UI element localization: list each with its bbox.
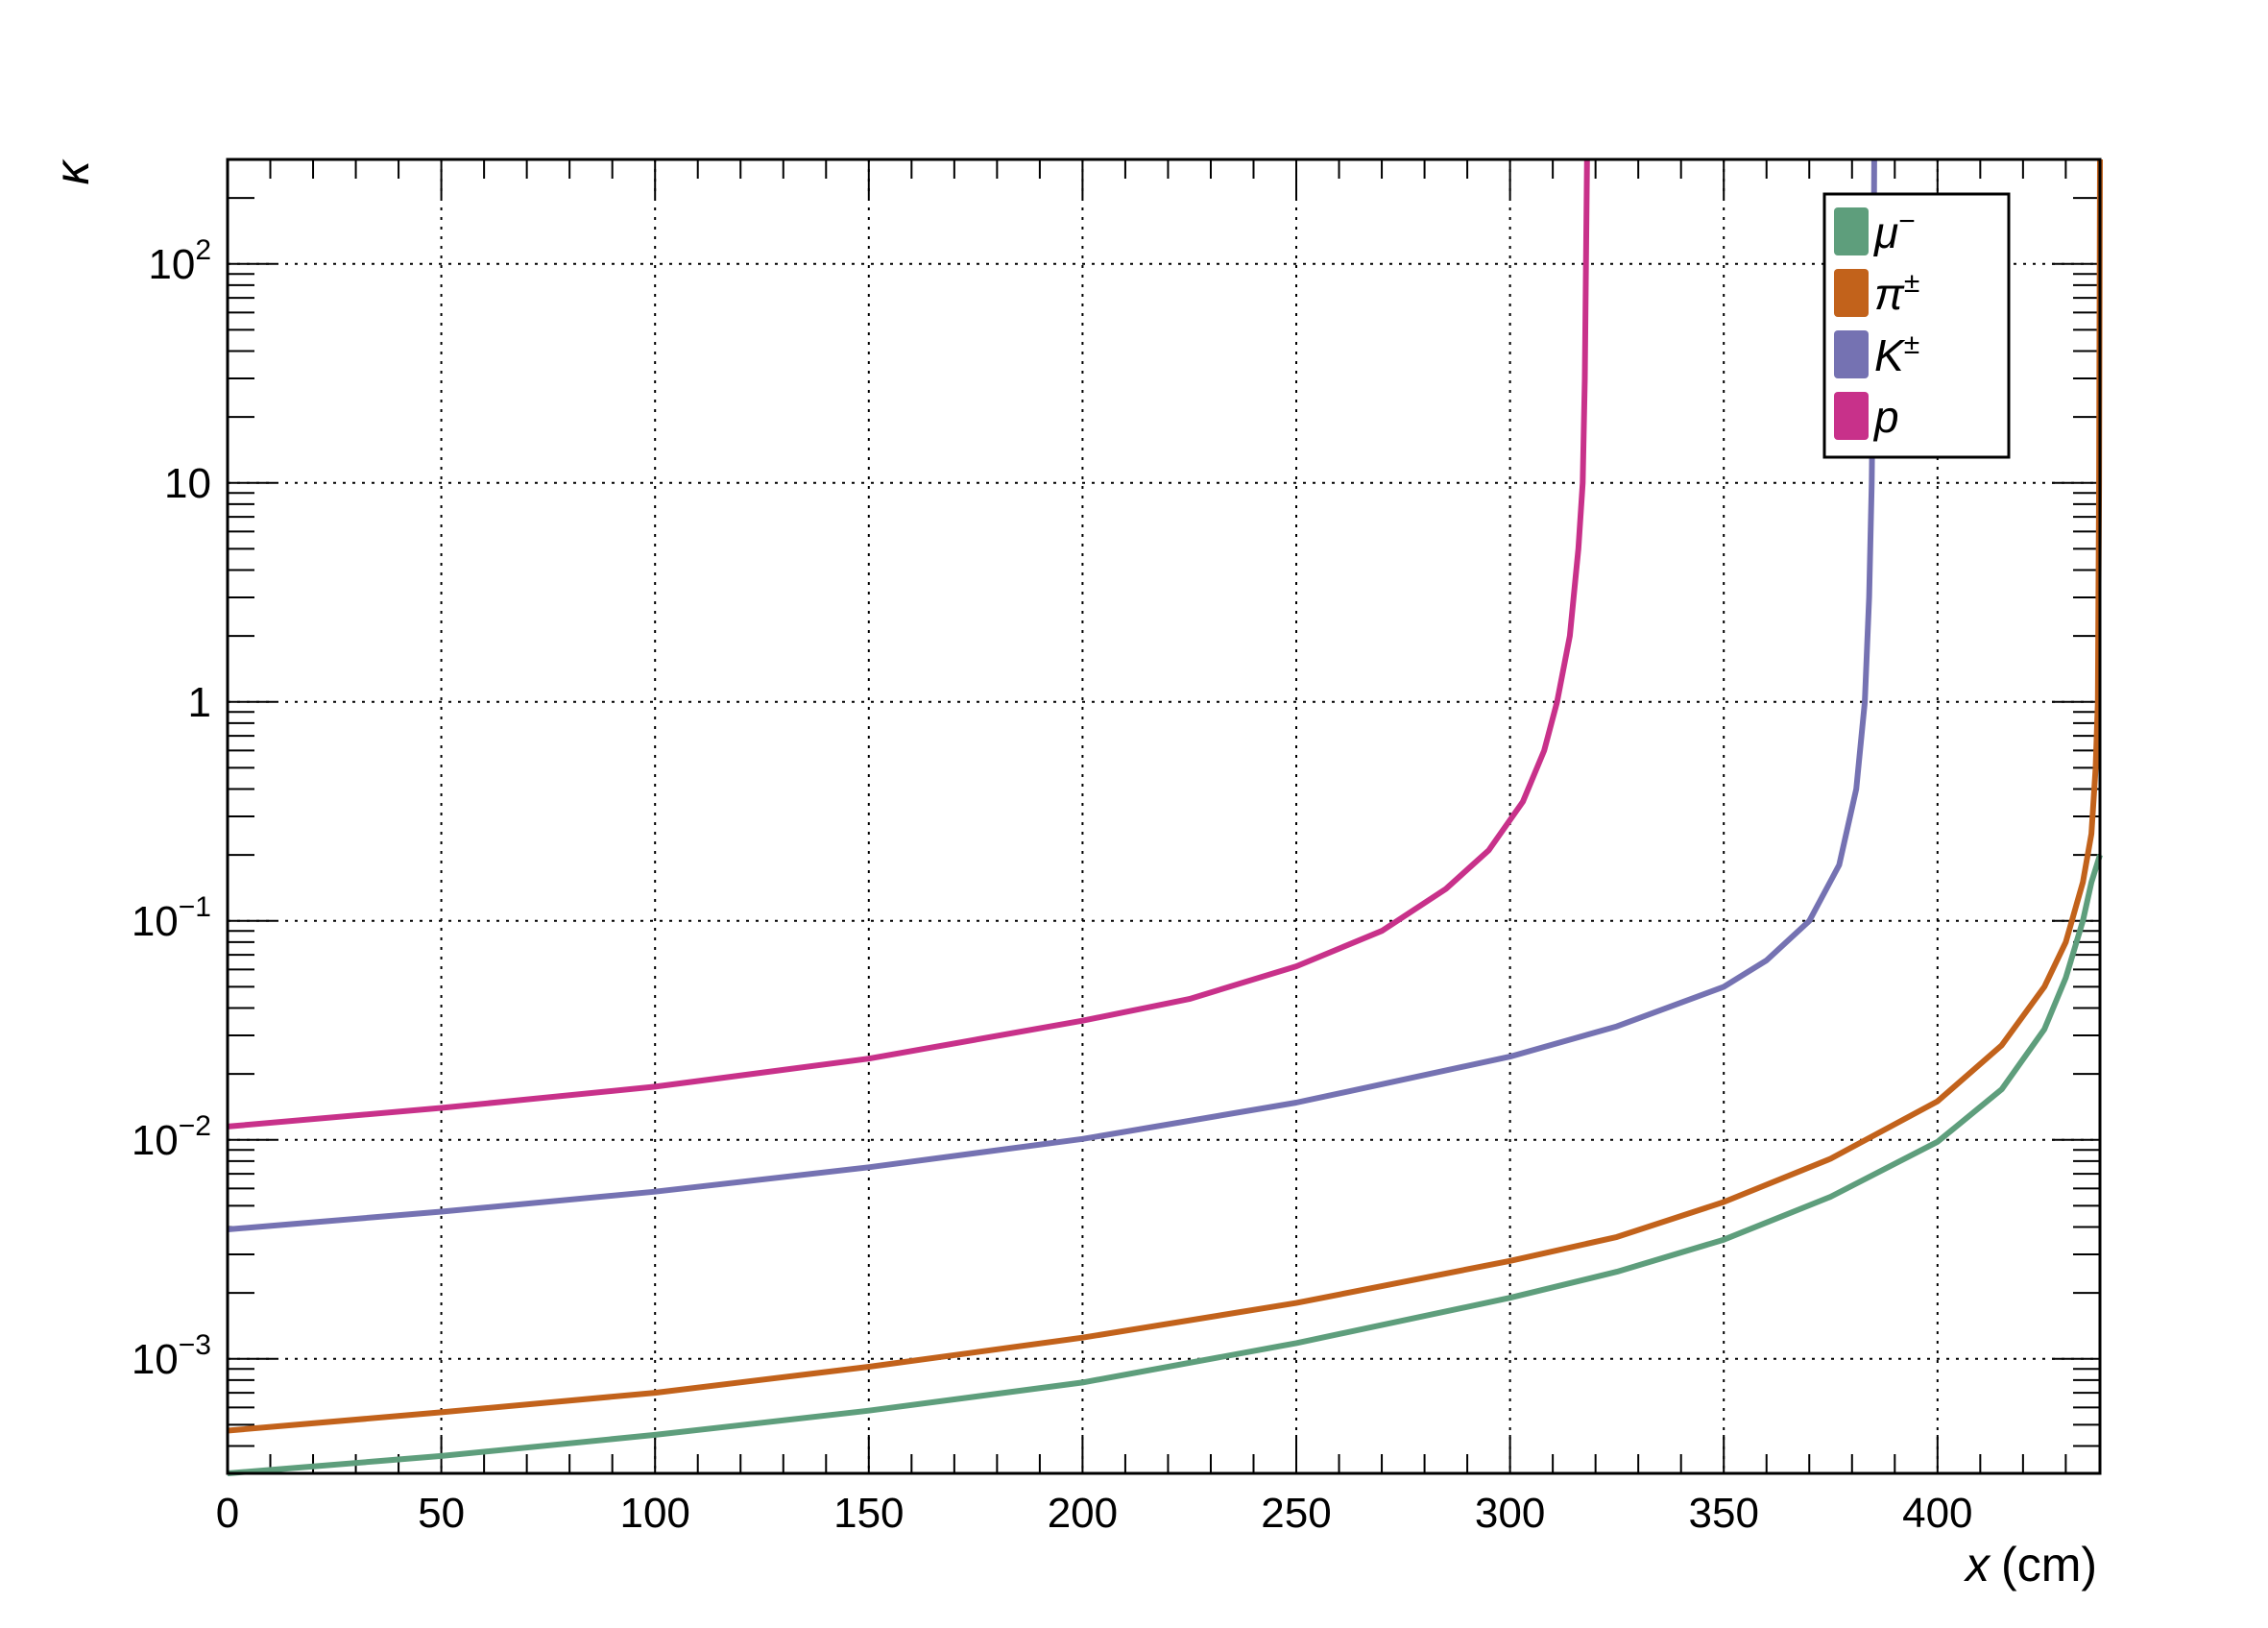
grid: [228, 159, 2100, 1473]
series-line-2: [227, 158, 2103, 1434]
y-tick-label: 10−2: [132, 1110, 211, 1164]
plot-frame: [226, 158, 2102, 1475]
x-tick-label: 300: [1475, 1490, 1545, 1537]
y-tick-label: 10−3: [132, 1329, 211, 1383]
legend-label: K±: [1874, 328, 1919, 380]
x-tick-label: 50: [418, 1490, 465, 1537]
x-axis-unit: (cm): [2001, 1538, 2097, 1592]
x-tick-label: 400: [1902, 1490, 1972, 1537]
legend: μ− π± K± p: [1822, 192, 2011, 459]
y-tick-labels: 10−3 10−2 10−1 1 10 102: [132, 234, 211, 1383]
x-tick-label: 250: [1261, 1490, 1331, 1537]
series-line-4: [227, 158, 1590, 1130]
x-tick-labels: 0 50 100 150 200 250 300 350 400: [216, 1490, 1973, 1537]
axis-ticks: [227, 158, 2100, 1474]
legend-swatch: [1834, 392, 1869, 440]
legend-label: π±: [1874, 267, 1919, 319]
series-line-1: [227, 854, 2103, 1476]
x-axis-title: x (cm): [1964, 1538, 2097, 1592]
x-tick-label: 100: [619, 1490, 689, 1537]
x-tick-label: 350: [1689, 1490, 1759, 1537]
x-tick-label: 0: [216, 1490, 239, 1537]
y-tick-label: 10−1: [132, 891, 211, 945]
legend-label: p: [1872, 392, 1899, 442]
legend-swatch: [1834, 330, 1869, 378]
series-line-3: [227, 158, 1877, 1232]
x-tick-label: 200: [1048, 1490, 1118, 1537]
legend-swatch: [1834, 207, 1869, 255]
y-tick-label: 10: [164, 460, 211, 507]
series-lines: [227, 158, 2103, 1476]
x-axis-variable: x: [1964, 1538, 1991, 1592]
legend-swatch: [1834, 269, 1869, 317]
y-tick-label: 102: [148, 234, 211, 288]
y-axis-title: κ: [45, 158, 99, 185]
y-tick-label: 1: [188, 679, 211, 726]
legend-label: μ−: [1873, 206, 1916, 257]
x-tick-label: 150: [833, 1490, 904, 1537]
